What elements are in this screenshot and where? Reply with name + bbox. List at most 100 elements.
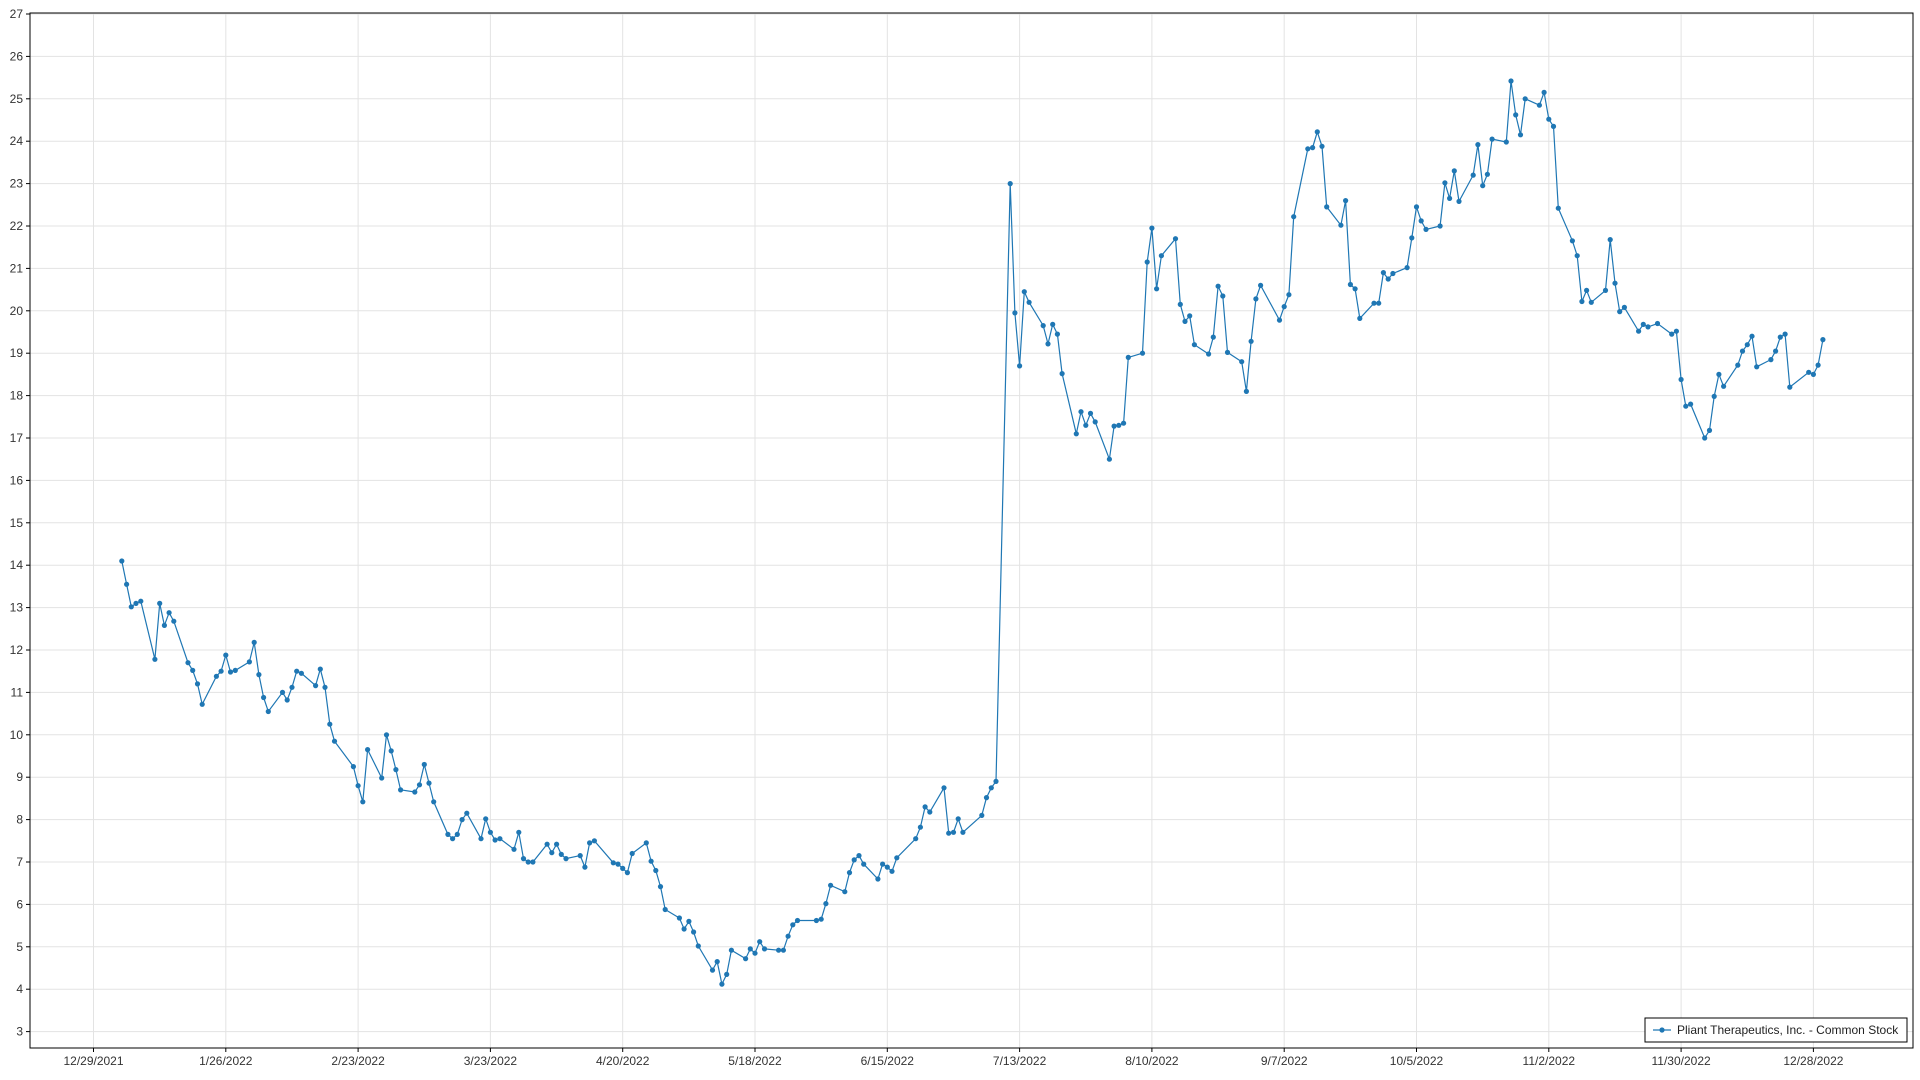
series-line-layer [119,78,1826,987]
data-point [431,799,437,805]
data-point [1059,371,1065,377]
data-point [1276,317,1283,323]
data-point [1012,310,1018,316]
data-point [1550,123,1557,129]
data-point [743,956,749,962]
data-point [1385,276,1391,282]
data-point [776,947,782,953]
data-point [681,926,687,932]
data-point [388,748,394,754]
data-point [554,841,560,847]
data-point [653,867,659,874]
data-point [1007,181,1013,187]
data-point [813,917,820,924]
data-point [1702,435,1708,441]
data-point [1191,342,1197,348]
data-point [950,829,957,835]
data-point [350,764,356,770]
data-point [1409,235,1415,241]
data-point [960,829,966,835]
data-point [223,652,229,658]
data-point [426,780,432,786]
data-point [322,684,328,690]
data-point [1258,282,1264,288]
y-tick-label: 27 [10,7,24,21]
data-point [1319,143,1325,149]
data-point [1045,341,1051,347]
data-point [1054,331,1060,337]
data-point [1584,287,1590,293]
data-point [511,846,517,852]
data-point [1404,265,1410,271]
data-point [421,761,427,768]
data-point [1111,423,1117,429]
data-point [842,889,848,895]
data-point [1607,237,1613,243]
data-point [1281,304,1287,310]
data-point [1347,281,1353,288]
data-point [1291,214,1297,220]
x-tick-label: 9/7/2022 [1261,1054,1308,1068]
data-point [1154,286,1160,292]
data-point [1546,116,1552,122]
data-point [1087,410,1094,416]
data-point [289,684,295,690]
y-tick-label: 21 [10,261,24,275]
data-point [1621,304,1627,310]
data-point [365,747,371,753]
data-point [445,831,451,838]
data-point [757,939,763,945]
data-point [1343,198,1349,204]
data-point [1484,171,1490,177]
data-point [1040,323,1046,329]
data-point [360,799,366,805]
x-tick-label: 12/28/2022 [1783,1054,1843,1068]
data-point [194,681,201,687]
y-tick-label: 5 [16,940,23,954]
data-point [218,668,224,674]
data-point [1815,362,1821,368]
data-point [1177,301,1183,307]
data-point [1508,78,1514,84]
data-point [450,836,456,842]
data-point [383,732,390,738]
data-point [648,858,654,864]
data-point [199,701,205,707]
data-point [246,659,252,665]
data-point [1310,145,1316,151]
y-tick-label: 7 [16,855,23,869]
x-tick-label: 8/10/2022 [1125,1054,1179,1068]
data-point [1220,293,1226,299]
x-tick-label: 10/5/2022 [1390,1054,1444,1068]
data-point [412,789,418,795]
data-point [1782,331,1788,337]
data-point [1092,419,1098,425]
data-point [1678,376,1684,383]
y-tick-label: 19 [10,346,24,360]
data-point [1017,363,1023,369]
data-point [128,604,134,610]
data-point [761,946,768,952]
data-point [1224,349,1231,355]
plot-border [29,12,1914,1049]
data-point [563,856,569,862]
data-point [615,861,621,867]
data-point [416,782,423,788]
data-point [1106,456,1112,462]
data-point [454,831,460,838]
data-point [492,837,498,843]
data-point [1286,292,1292,298]
data-point [1248,338,1254,344]
data-point [1215,283,1221,289]
data-point [1673,328,1679,334]
data-point [922,804,928,810]
x-tick-label: 11/30/2022 [1652,1054,1711,1068]
data-point [657,884,664,890]
data-point [846,870,853,876]
data-point [1371,300,1377,306]
y-tick-label: 22 [10,219,24,233]
data-point [516,829,522,835]
x-tick-label: 7/13/2022 [993,1054,1047,1068]
